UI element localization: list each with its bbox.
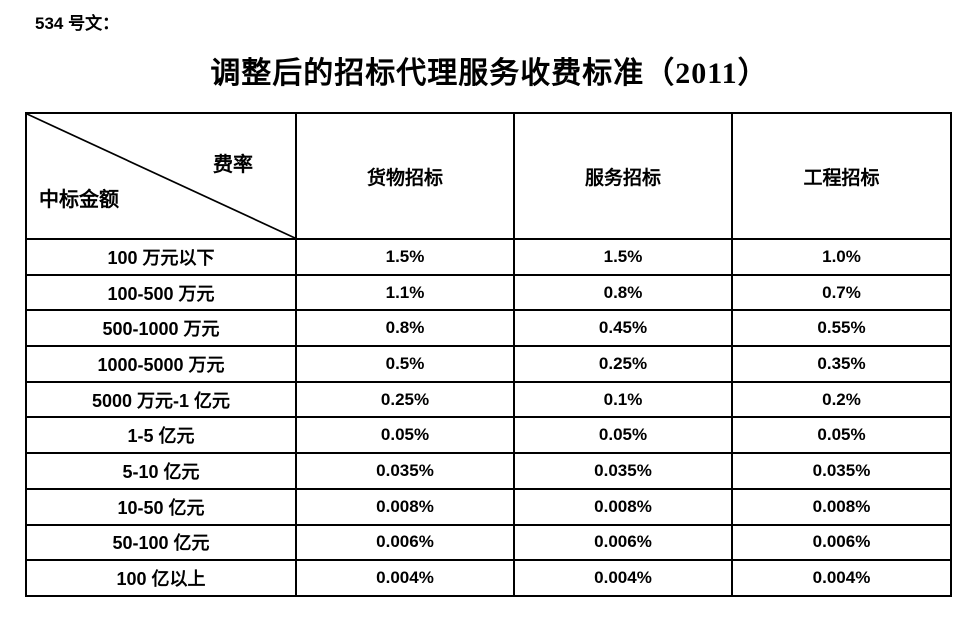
fee-value: 0.004% — [295, 559, 515, 597]
corner-label-fee-rate: 费率 — [213, 154, 253, 176]
row-label: 100 亿以上 — [25, 559, 297, 597]
row-label: 10-50 亿元 — [25, 487, 297, 526]
column-header-goods: 货物招标 — [295, 112, 515, 240]
fee-value: 0.7% — [731, 273, 952, 312]
fee-value: 0.008% — [295, 487, 515, 526]
row-label: 50-100 亿元 — [25, 523, 297, 562]
column-header-engineering: 工程招标 — [731, 112, 952, 240]
fee-value: 0.004% — [513, 559, 733, 597]
diagonal-header-cell: 费率 中标金额 — [25, 112, 297, 240]
fee-value: 0.05% — [731, 416, 952, 455]
table-row: 100 万元以下 1.5% 1.5% 1.0% — [25, 238, 952, 276]
fee-value: 0.55% — [731, 309, 952, 348]
fee-value: 0.035% — [513, 452, 733, 490]
fee-value: 0.05% — [295, 416, 515, 455]
corner-label-bid-amount: 中标金额 — [39, 189, 119, 211]
fee-value: 0.8% — [295, 309, 515, 348]
row-label: 1000-5000 万元 — [25, 345, 297, 383]
fee-value: 0.25% — [295, 380, 515, 419]
fee-value: 0.035% — [731, 452, 952, 490]
fee-value: 0.006% — [513, 523, 733, 562]
fee-value: 0.45% — [513, 309, 733, 348]
fee-value: 1.1% — [295, 273, 515, 312]
fee-value: 0.25% — [513, 345, 733, 383]
table-row: 50-100 亿元 0.006% 0.006% 0.006% — [25, 523, 952, 562]
row-label: 100 万元以下 — [25, 238, 297, 276]
fee-rate-table: 费率 中标金额 货物招标 服务招标 工程招标 100 万元以下 1.5% 1.5… — [25, 112, 952, 597]
table-row: 1000-5000 万元 0.5% 0.25% 0.35% — [25, 345, 952, 383]
diagonal-divider — [27, 114, 295, 238]
fee-value: 1.5% — [513, 238, 733, 276]
fee-value: 0.035% — [295, 452, 515, 490]
table-row: 100 亿以上 0.004% 0.004% 0.004% — [25, 559, 952, 597]
fee-value: 0.008% — [513, 487, 733, 526]
fee-value: 0.006% — [731, 523, 952, 562]
table-row: 5-10 亿元 0.035% 0.035% 0.035% — [25, 452, 952, 490]
fee-value: 0.5% — [295, 345, 515, 383]
table-row: 10-50 亿元 0.008% 0.008% 0.008% — [25, 487, 952, 526]
fee-value: 0.1% — [513, 380, 733, 419]
table-row: 500-1000 万元 0.8% 0.45% 0.55% — [25, 309, 952, 348]
table-row: 100-500 万元 1.1% 0.8% 0.7% — [25, 273, 952, 312]
document-number-label: 534 号文： — [35, 14, 120, 33]
row-label: 500-1000 万元 — [25, 309, 297, 348]
fee-value: 1.0% — [731, 238, 952, 276]
column-header-services: 服务招标 — [513, 112, 733, 240]
fee-value: 0.8% — [513, 273, 733, 312]
fee-value: 0.008% — [731, 487, 952, 526]
fee-value: 1.5% — [295, 238, 515, 276]
row-label: 5000 万元-1 亿元 — [25, 380, 297, 419]
row-label: 100-500 万元 — [25, 273, 297, 312]
row-label: 5-10 亿元 — [25, 452, 297, 490]
table-row: 1-5 亿元 0.05% 0.05% 0.05% — [25, 416, 952, 455]
fee-value: 0.006% — [295, 523, 515, 562]
fee-value: 0.004% — [731, 559, 952, 597]
row-label: 1-5 亿元 — [25, 416, 297, 455]
header-row: 费率 中标金额 货物招标 服务招标 工程招标 — [25, 112, 952, 240]
fee-value: 0.05% — [513, 416, 733, 455]
page-title: 调整后的招标代理服务收费标准（2011） — [210, 57, 769, 90]
fee-value: 0.2% — [731, 380, 952, 419]
fee-value: 0.35% — [731, 345, 952, 383]
table-row: 5000 万元-1 亿元 0.25% 0.1% 0.2% — [25, 380, 952, 419]
